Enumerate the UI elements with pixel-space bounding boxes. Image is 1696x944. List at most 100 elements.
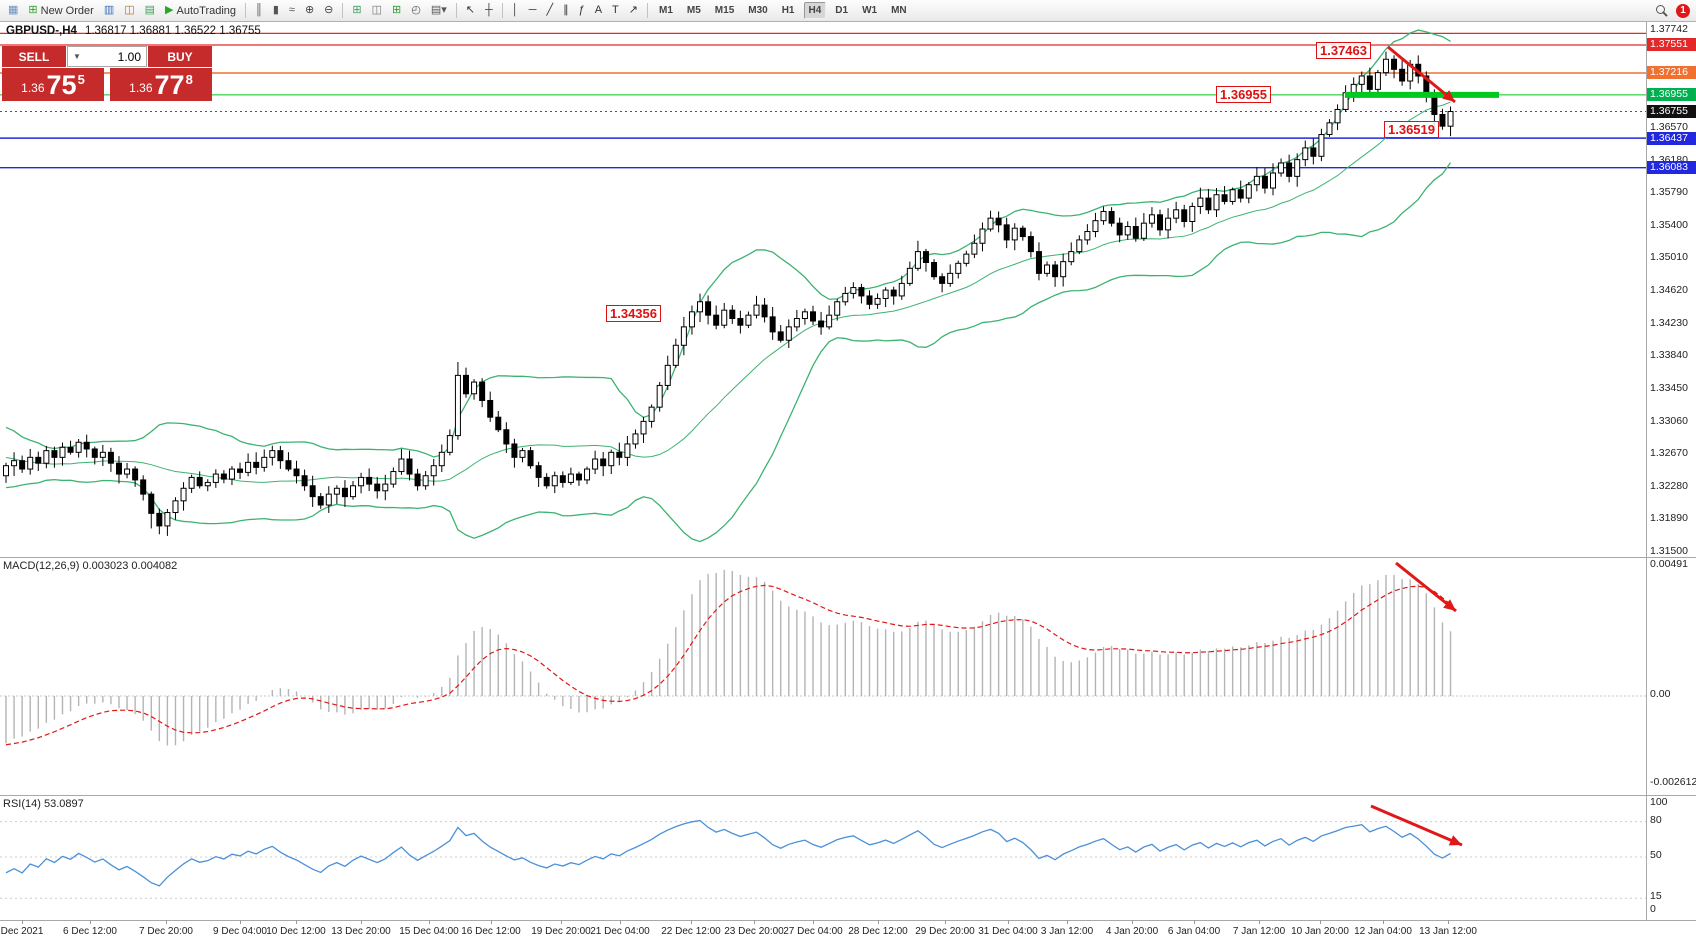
navigator-button[interactable]: ▤ [141,2,159,20]
ask-point: 8 [185,72,193,87]
search-icon[interactable] [1656,4,1668,17]
price-annotation-box[interactable]: 1.36955 [1216,86,1271,103]
auto-arrange-icon: ⊞ [352,4,362,16]
price-axis-label: 1.35400 [1650,218,1688,231]
candlestick-chart-button[interactable]: ▮ [269,2,283,20]
horizontal-line-button[interactable]: ─ [525,2,541,20]
time-axis-label: 22 Dec 12:00 [661,926,721,937]
template-icon: ▤▾ [430,4,447,16]
time-axis-tick [754,920,755,924]
fibonacci-icon: ƒ [578,4,585,16]
time-axis-label: 13 Dec 20:00 [331,926,391,937]
price-annotation-box[interactable]: 1.37463 [1316,42,1371,59]
market-watch-icon: ▥ [103,4,115,16]
template-button[interactable]: ▤▾ [427,2,451,20]
zoom-in-button[interactable]: ⊕ [301,2,318,20]
autotrading-icon: ▶ [165,4,174,16]
channel-button[interactable]: ∥ [559,2,573,20]
zoom-out-button[interactable]: ⊖ [320,2,337,20]
bar-chart-button[interactable]: ║ [251,2,267,20]
price-axis-label: 1.32280 [1650,479,1688,492]
buy-button[interactable]: BUY [148,46,212,67]
volume-input[interactable]: ▼ 1.00 [67,46,147,67]
arrows-icon: ↗ [628,4,638,16]
text-label-button[interactable]: T [608,2,623,20]
text-button[interactable]: A [591,2,606,20]
price-axis-label: 1.31500 [1650,545,1688,557]
new-chart-button[interactable]: ⊞ [388,2,405,20]
vertical-line-button[interactable]: │ [508,2,523,20]
price-annotation-box[interactable]: 1.34356 [606,305,661,322]
period-icon: ◴ [411,4,421,16]
time-axis-tick [1383,920,1384,924]
time-axis-label: 10 Dec 12:00 [266,926,326,937]
ask-price[interactable]: 1.36 77 8 [110,68,212,101]
sell-button[interactable]: SELL [2,46,66,67]
time-axis-tick [620,920,621,924]
text-label-icon: T [612,4,619,16]
time-axis-label: 31 Dec 04:00 [978,926,1038,937]
data-window-button[interactable]: ◫ [120,2,138,20]
rsi-axis-label: 80 [1650,814,1662,826]
crosshair-button[interactable]: ┼ [481,2,497,20]
price-annotation-box[interactable]: 1.36519 [1384,121,1439,138]
timeframe-w1[interactable]: W1 [862,5,878,16]
time-axis-label: 3 Jan 12:00 [1040,926,1094,937]
rsi-axis-label: 50 [1650,849,1662,861]
volume-dropdown-icon[interactable]: ▼ [73,52,81,61]
time-axis-tick [878,920,879,924]
time-axis-tick [296,920,297,924]
timeframe-h4[interactable]: H4 [803,2,827,19]
arrows-button[interactable]: ↗ [625,2,642,20]
time-axis-tick [1259,920,1260,924]
macd-indicator-pane[interactable] [0,557,1646,795]
tile-windows-button[interactable]: ◫ [368,2,386,20]
line-chart-button[interactable]: ≈ [285,2,299,20]
price-axis-badge: 1.36755 [1647,105,1696,119]
period-button[interactable]: ◴ [407,2,425,20]
notification-badge[interactable]: 1 [1676,3,1690,18]
toolbar-separator [501,3,503,18]
market-watch-button[interactable]: ▥ [100,2,118,20]
price-axis-label: 1.35010 [1650,251,1688,264]
new-chart-icon: ⊞ [392,4,402,16]
time-axis-label: 19 Dec 20:00 [531,926,591,937]
time-axis[interactable] [0,920,1696,944]
timeframe-h1[interactable]: H1 [781,5,795,16]
timeframe-m15[interactable]: M15 [714,5,735,16]
timeframe-m1[interactable]: M1 [658,5,673,16]
chart-window-icon: ▦ [8,4,19,16]
time-axis-tick [691,920,692,924]
price-axis-badge: 1.37551 [1647,38,1696,52]
time-axis-tick [813,920,814,924]
timeframe-m5[interactable]: M5 [686,5,701,16]
timeframe-mn[interactable]: MN [891,5,907,16]
autotrading-button[interactable]: ▶ AutoTrading [161,2,240,20]
symbol-period-label: GBPUSD-,H4 [6,25,77,37]
time-axis-tick [1067,920,1068,924]
timeframe-d1[interactable]: D1 [835,5,849,16]
macd-axis-label: 0.00 [1650,688,1671,700]
fibonacci-button[interactable]: ƒ [575,2,589,20]
cursor-button[interactable]: ↖ [462,2,479,20]
price-chart-pane[interactable] [0,22,1646,557]
price-axis-label: 1.34620 [1650,284,1688,297]
auto-arrange-button[interactable]: ⊞ [348,2,365,20]
time-axis-label: 9 Dec 04:00 [213,926,267,937]
time-axis-label: 12 Jan 04:00 [1354,926,1412,937]
time-axis-tick [1194,920,1195,924]
time-axis-label: 6 Jan 04:00 [1167,926,1221,937]
timeframe-m30[interactable]: M30 [748,5,768,16]
bid-price[interactable]: 1.36 75 5 [2,68,104,101]
time-axis-tick [90,920,91,924]
chart-window-button[interactable]: ▦ [4,2,22,20]
time-axis-label: 6 Dec 12:00 [63,926,117,937]
trendline-button[interactable]: ╱ [542,2,557,20]
rsi-indicator-pane[interactable] [0,795,1646,920]
toolbar-separator [245,3,247,18]
toolbar: ▦ ⊞ New Order ▥ ◫ ▤ ▶ AutoTrading ║ ▮ ≈ ⊕ ⊖ ⊞ ◫ ⊞ ◴ ▤▾ ↖ ┼ │… [0,0,1696,22]
chart-title: GBPUSD-,H4 1.36817 1.36881 1.36522 1.3675… [6,25,261,37]
time-axis-tick [22,920,23,924]
new-order-button[interactable]: ⊞ New Order [24,2,97,20]
trade-panel-controls: SELL ▼ 1.00 BUY [2,46,212,67]
